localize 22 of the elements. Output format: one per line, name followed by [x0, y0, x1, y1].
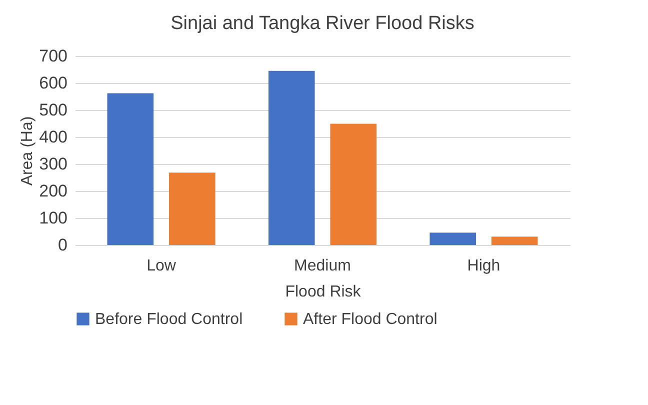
- y-tick-label: 0: [58, 236, 68, 254]
- y-tick-label: 600: [39, 74, 68, 92]
- x-tick-label: High: [467, 258, 500, 274]
- y-tick-label: 400: [39, 128, 68, 146]
- x-tick-label: Low: [146, 258, 176, 274]
- bar: [107, 93, 154, 245]
- bar: [491, 236, 538, 245]
- y-axis-title: Area (Ha): [19, 116, 36, 186]
- bar: [330, 124, 377, 245]
- legend-label: After Flood Control: [303, 311, 438, 328]
- bar: [430, 232, 476, 245]
- legend-label: Before Flood Control: [95, 311, 243, 328]
- bar: [268, 70, 315, 245]
- y-tick-label: 100: [39, 208, 68, 228]
- bar: [168, 172, 216, 245]
- y-tick-label: 300: [39, 154, 68, 174]
- y-tick-label: 200: [39, 182, 68, 200]
- chart-title: Sinjai and Tangka River Flood Risks: [170, 13, 474, 34]
- y-tick-label: 500: [39, 100, 68, 120]
- y-tick-label: 700: [39, 46, 68, 66]
- x-axis-title: Flood Risk: [285, 284, 362, 300]
- x-tick-label: Medium: [294, 258, 351, 274]
